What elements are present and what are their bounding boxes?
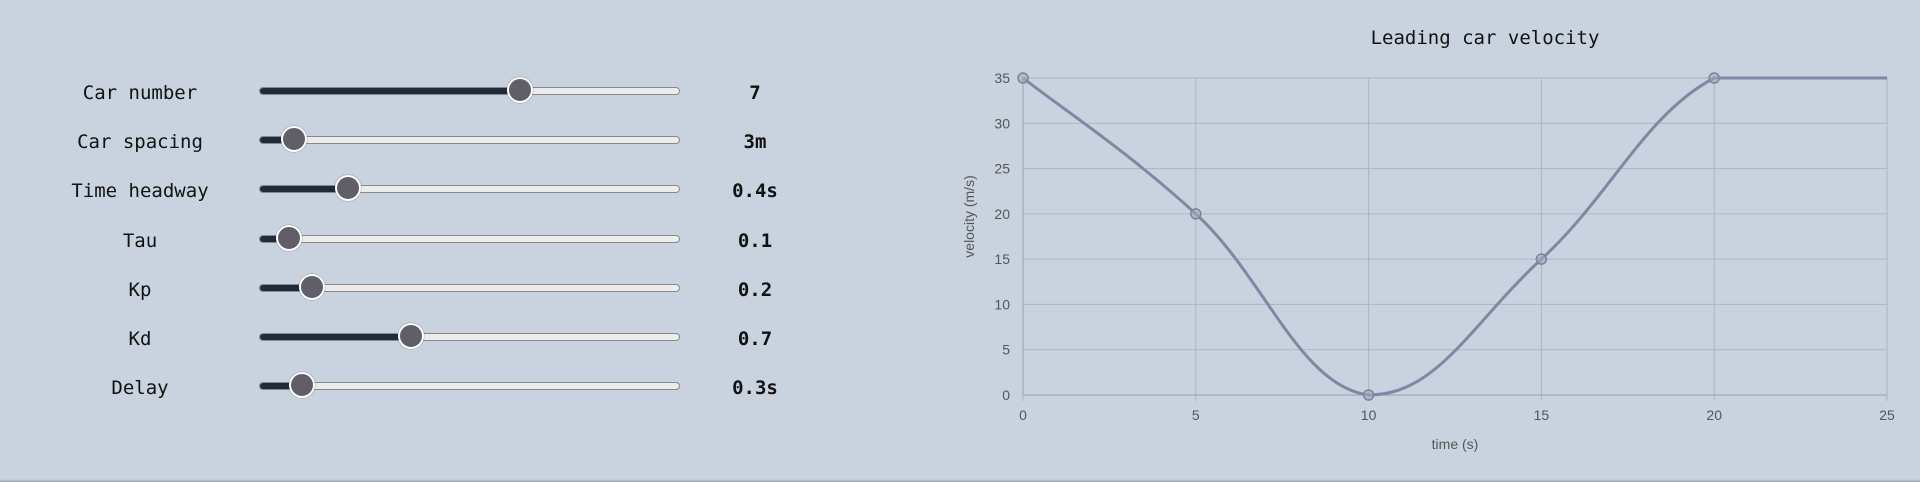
data-point: [1190, 208, 1202, 220]
slider-value-car-spacing: 3m: [743, 131, 767, 154]
slider-thumb-kd[interactable]: [397, 323, 424, 349]
slider-value-car-number: 7: [749, 82, 761, 104]
slider-value-kp: 0.2: [737, 278, 773, 301]
slider-tau[interactable]: [259, 224, 680, 251]
slider-value-tau: 0.1: [737, 229, 773, 252]
chart-title: Leading car velocity: [1371, 27, 1600, 49]
data-point: [1708, 72, 1720, 84]
data-point: [1362, 389, 1375, 401]
x-tick-label: 25: [1879, 407, 1895, 423]
slider-row-kd: Kd 0.7: [0, 319, 900, 359]
slider-thumb-car-spacing[interactable]: [280, 126, 307, 153]
slider-thumb-tau[interactable]: [276, 224, 303, 251]
y-tick-label: 5: [1002, 342, 1010, 358]
slider-row-time-headway: Time headway 0.4s: [0, 171, 900, 211]
y-tick-label: 15: [994, 251, 1010, 267]
bottom-divider: [0, 479, 1920, 482]
slider-fill-kp: [260, 284, 313, 291]
x-tick-label: 15: [1534, 407, 1550, 423]
slider-car-spacing[interactable]: [259, 126, 680, 153]
x-tick-label: 0: [1019, 407, 1027, 423]
y-tick-label: 20: [994, 206, 1010, 222]
velocity-chart[interactable]: Leading car velocity 0 5 10 15 20 25 30 35 0 5 10 15…: [940, 0, 1920, 482]
x-tick-label: 20: [1706, 407, 1722, 423]
x-axis-label: time (s): [1432, 436, 1479, 452]
y-tick-label: 10: [994, 296, 1010, 312]
data-point: [1017, 72, 1029, 84]
slider-fill-delay: [260, 383, 302, 390]
y-tick-label: 0: [1002, 387, 1010, 403]
slider-label-tau: Tau: [122, 229, 158, 252]
slider-label-kd: Kd: [128, 328, 152, 350]
x-tick-label: 10: [1361, 407, 1377, 423]
data-point: [1535, 253, 1548, 265]
slider-kd[interactable]: [259, 323, 680, 349]
controls-panel: Car number 7 Car spacing 3m Time headway 0.4s…: [0, 0, 900, 482]
slider-row-kp: Kp 0.2: [0, 270, 900, 310]
slider-thumb-delay[interactable]: [288, 372, 315, 399]
slider-car-number[interactable]: [259, 77, 680, 103]
y-tick-label: 35: [994, 70, 1010, 86]
slider-thumb-time-headway[interactable]: [334, 175, 361, 202]
slider-time-headway[interactable]: [259, 175, 680, 202]
x-tick-label: 5: [1192, 407, 1200, 423]
slider-row-car-spacing: Car spacing 3m: [0, 122, 900, 162]
slider-label-car-number: Car number: [82, 82, 198, 104]
slider-label-kp: Kp: [128, 278, 152, 301]
slider-label-car-spacing: Car spacing: [77, 131, 203, 154]
slider-fill-car-number: [260, 88, 520, 94]
y-axis-label: velocity (m/s): [961, 175, 977, 257]
y-tick-label: 30: [994, 115, 1010, 131]
slider-row-delay: Delay 0.3s: [0, 368, 900, 408]
slider-fill-time-headway: [260, 186, 348, 193]
slider-kp[interactable]: [259, 273, 680, 300]
slider-thumb-car-number[interactable]: [506, 77, 533, 103]
slider-label-delay: Delay: [111, 377, 169, 400]
slider-label-time-headway: Time headway: [71, 180, 209, 203]
slider-value-delay: 0.3s: [732, 377, 778, 400]
series-line: [1022, 76, 1887, 397]
slider-value-time-headway: 0.4s: [732, 180, 778, 203]
slider-fill-kd: [260, 334, 411, 340]
chart-panel: Leading car velocity 0 5 10 15 20 25 30 35 0 5 10 15…: [940, 0, 1920, 482]
y-tick-label: 25: [994, 161, 1010, 177]
slider-fill-car-spacing: [260, 137, 294, 144]
slider-thumb-kp[interactable]: [299, 273, 326, 300]
slider-row-car-number: Car number 7: [0, 73, 900, 113]
slider-delay[interactable]: [259, 372, 680, 399]
slider-row-tau: Tau 0.1: [0, 221, 900, 261]
slider-fill-tau: [260, 235, 290, 242]
slider-value-kd: 0.7: [737, 328, 773, 350]
